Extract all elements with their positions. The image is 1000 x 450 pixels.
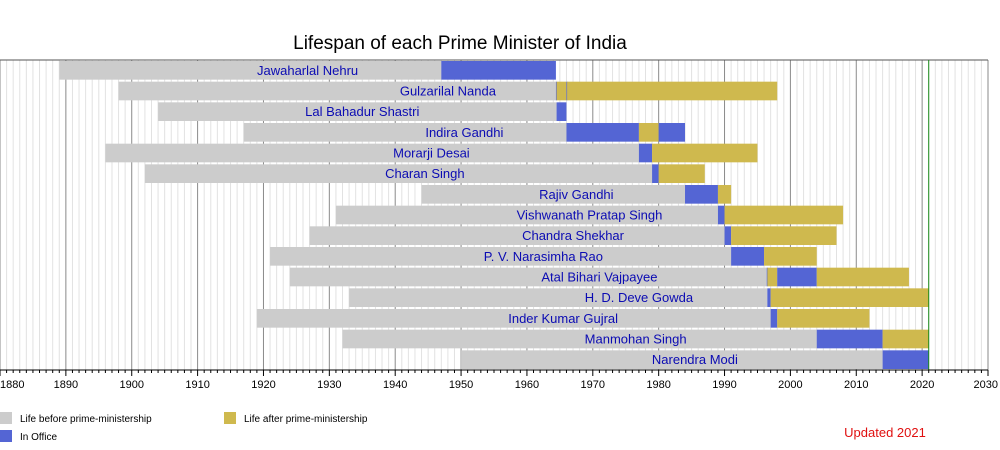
bar-after — [717, 185, 732, 204]
minister-name-label: Manmohan Singh — [585, 332, 687, 347]
minister-name-label: Lal Bahadur Shastri — [305, 104, 419, 119]
bar-before — [256, 309, 771, 328]
minister-name-label: Atal Bihari Vajpayee — [541, 270, 657, 285]
bar-before — [118, 81, 556, 101]
minister-name-label: Vishwanath Pratap Singh — [517, 208, 663, 223]
bar-before — [461, 350, 883, 369]
bar-before — [349, 288, 768, 307]
legend-swatch-office — [0, 430, 12, 442]
x-tick-label: 1900 — [119, 379, 143, 391]
x-tick-label: 1970 — [581, 379, 605, 391]
minister-name-label: Indira Gandhi — [425, 125, 503, 140]
bar-after — [567, 81, 778, 101]
x-tick-label: 1880 — [0, 379, 24, 391]
bar-before — [289, 267, 767, 287]
minister-name-label: Gulzarilal Nanda — [400, 84, 497, 99]
minister-name-label: Inder Kumar Gujral — [508, 311, 618, 326]
legend-swatch-before — [0, 412, 12, 424]
x-tick-label: 1960 — [515, 379, 539, 391]
bar-after — [658, 164, 705, 183]
bar-before — [309, 226, 725, 245]
bar-before — [270, 247, 732, 266]
bar-after — [767, 267, 778, 287]
bar-before — [144, 164, 653, 183]
bar-after — [764, 247, 817, 266]
bar-before — [335, 205, 718, 225]
legend-swatch-after — [224, 412, 236, 424]
bar-after — [556, 81, 567, 101]
bar-after — [731, 226, 837, 245]
x-tick-label: 1940 — [383, 379, 407, 391]
bar-office — [566, 123, 639, 142]
bar-office — [638, 143, 653, 163]
bar-office — [658, 123, 686, 142]
minister-name-label: H. D. Deve Gowda — [585, 290, 694, 305]
bar-office — [441, 61, 556, 80]
minister-name-label: Chandra Shekhar — [522, 228, 625, 243]
legend-label-before: Life before prime-ministership — [20, 414, 152, 425]
bar-after — [816, 267, 909, 287]
x-tick-label: 2020 — [910, 379, 934, 391]
legend-label-office: In Office — [20, 432, 57, 443]
bar-before — [342, 329, 817, 349]
bar-office — [555, 81, 557, 101]
bar-after — [638, 123, 659, 142]
bar-office — [882, 350, 929, 369]
bar-after — [724, 205, 844, 225]
bar-office — [556, 102, 567, 121]
x-tick-label: 1980 — [646, 379, 670, 391]
bar-before — [59, 61, 442, 80]
minister-name-label: P. V. Narasimha Rao — [484, 249, 603, 264]
minister-name-label: Charan Singh — [385, 166, 465, 181]
x-tick-label: 1920 — [251, 379, 275, 391]
bar-after — [652, 143, 758, 163]
x-tick-label: 1910 — [185, 379, 209, 391]
x-tick-label: 2000 — [778, 379, 802, 391]
bar-office — [767, 288, 771, 307]
chart-title: Lifespan of each Prime Minister of India — [293, 33, 627, 54]
x-tick-label: 1890 — [54, 379, 78, 391]
minister-name-label: Morarji Desai — [393, 146, 470, 161]
legend: Life before prime-ministership In Office L… — [0, 412, 368, 443]
bar-office — [731, 247, 765, 266]
bar-after — [882, 329, 929, 349]
minister-name-label: Rajiv Gandhi — [539, 187, 614, 202]
x-tick-label: 1950 — [449, 379, 473, 391]
minister-name-label: Jawaharlal Nehru — [257, 63, 358, 78]
legend-label-after: Life after prime-ministership — [244, 414, 368, 425]
x-tick-label: 1930 — [317, 379, 341, 391]
x-tick-label: 2010 — [844, 379, 868, 391]
minister-labels: Jawaharlal Nehru Gulzarilal Nanda Lal Baha… — [257, 63, 738, 367]
bar-office — [770, 309, 778, 328]
x-tick-label: 1990 — [712, 379, 736, 391]
bar-before — [243, 123, 567, 142]
x-axis: 1880 1890 1900 1910 1920 1930 1940 1950 1960 1970… — [0, 369, 998, 391]
x-tick-label: 2030 — [974, 379, 998, 391]
bar-office — [766, 267, 768, 287]
bars — [59, 60, 930, 370]
bar-office — [685, 185, 718, 204]
bar-before — [105, 143, 639, 163]
bar-before — [421, 185, 686, 204]
bar-after — [770, 288, 929, 307]
bar-office — [724, 226, 732, 245]
updated-note: Updated 2021 — [844, 425, 926, 440]
bar-office — [816, 329, 883, 349]
bar-office — [777, 267, 817, 287]
bar-office — [566, 81, 568, 101]
bar-office — [652, 164, 659, 183]
bar-after — [777, 309, 870, 328]
bar-before — [158, 102, 557, 121]
bar-office — [717, 205, 725, 225]
minister-name-label: Narendra Modi — [652, 352, 738, 367]
